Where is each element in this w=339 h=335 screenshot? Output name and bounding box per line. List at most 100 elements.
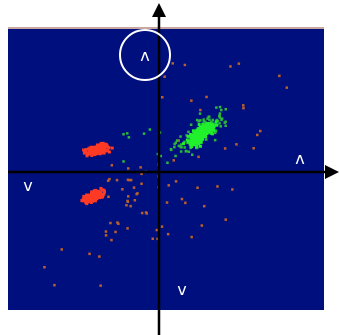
scatter-point <box>174 141 178 144</box>
scatter-point <box>214 130 218 133</box>
scatter-point <box>60 248 63 251</box>
scatter-point <box>237 62 241 65</box>
cluster-point <box>204 123 208 126</box>
cluster-point <box>88 147 92 150</box>
scatter-point <box>211 118 214 122</box>
cluster-point <box>206 123 210 127</box>
scatter-point <box>218 116 222 119</box>
scatter-point <box>43 266 46 269</box>
cluster-point <box>93 145 97 149</box>
cluster-point <box>205 131 208 135</box>
cluster-point <box>214 120 218 124</box>
cluster-point <box>194 137 198 141</box>
cluster-point <box>207 121 211 125</box>
cluster-point <box>190 137 194 141</box>
scatter-point <box>177 144 181 148</box>
cluster-point <box>95 146 99 150</box>
scatter-point <box>192 132 195 135</box>
scatter-point <box>195 118 199 122</box>
scatter-point <box>208 118 211 121</box>
scatter-point <box>199 119 202 122</box>
cluster-point <box>91 147 95 151</box>
cluster-point <box>84 200 88 204</box>
scatter-point <box>208 115 211 118</box>
scatter-point <box>220 117 224 120</box>
cluster-point <box>210 127 214 131</box>
scatter-point <box>122 160 125 163</box>
scatter-point <box>173 145 176 149</box>
scatter-point <box>180 197 184 201</box>
cluster-point <box>90 154 94 157</box>
scatter-point <box>133 199 137 202</box>
cluster-point <box>82 151 86 155</box>
scatter-point <box>125 204 128 207</box>
scatter-point <box>185 149 188 153</box>
cluster-point <box>207 126 211 130</box>
cluster-point <box>97 149 101 152</box>
cluster-point <box>98 196 102 200</box>
cluster-point <box>201 137 205 141</box>
cluster-point <box>197 123 201 127</box>
cluster-point <box>196 141 200 145</box>
circle-outline-icon[interactable] <box>119 29 171 81</box>
cluster-point <box>90 145 93 149</box>
scatter-point <box>205 138 208 141</box>
cluster-point <box>101 141 105 145</box>
scatter-point <box>140 211 144 215</box>
cluster-point <box>93 194 97 198</box>
cluster-point <box>89 151 93 155</box>
cluster-point <box>192 137 196 141</box>
scatter-point <box>159 154 162 158</box>
cluster-point <box>80 199 84 203</box>
cluster-point <box>190 142 194 146</box>
cluster-point <box>202 130 206 134</box>
plot-background <box>8 28 324 310</box>
cluster-point <box>190 145 194 149</box>
cluster-point <box>90 197 94 201</box>
scatter-point <box>151 237 154 240</box>
cluster-point <box>192 140 196 144</box>
cluster-point <box>99 151 103 154</box>
cluster-point <box>82 148 86 152</box>
scatter-point <box>220 118 223 122</box>
scatter-point <box>202 120 206 123</box>
cluster-point <box>182 142 185 146</box>
scatter-point <box>99 284 102 287</box>
cluster-point <box>199 126 203 130</box>
scatter-point <box>184 201 187 205</box>
cluster-point <box>198 139 202 143</box>
scatter-point <box>126 227 129 230</box>
scatter-point <box>196 186 199 189</box>
scatter-point <box>183 63 187 67</box>
cluster-point <box>210 132 214 136</box>
scatter-point <box>98 255 101 258</box>
cluster-point <box>197 135 201 139</box>
cluster-point <box>204 128 208 131</box>
label-right: ʌ <box>295 149 304 168</box>
scatter-point <box>218 122 221 125</box>
scatter-point <box>218 112 222 115</box>
cluster-point <box>85 194 89 198</box>
scatter-point <box>136 192 139 195</box>
scatter-point <box>183 146 186 149</box>
scatter-point <box>197 155 200 159</box>
cluster-point <box>197 129 201 133</box>
cluster-point <box>101 144 104 148</box>
scatter-point <box>129 178 133 182</box>
cluster-point <box>93 150 97 154</box>
scatter-point <box>218 114 221 118</box>
scatter-point <box>177 139 180 142</box>
scatter-point <box>252 147 255 150</box>
scatter-point <box>235 143 238 146</box>
cluster-point <box>204 124 208 128</box>
scatter-point <box>174 154 177 158</box>
scatter-point <box>140 182 143 185</box>
cluster-point <box>97 192 101 196</box>
cluster-point <box>191 133 195 137</box>
scatter-point <box>210 120 213 124</box>
scatter-point <box>224 218 227 221</box>
scatter-point <box>106 179 110 182</box>
scatter-point <box>215 118 218 122</box>
scatter-point <box>224 120 227 123</box>
